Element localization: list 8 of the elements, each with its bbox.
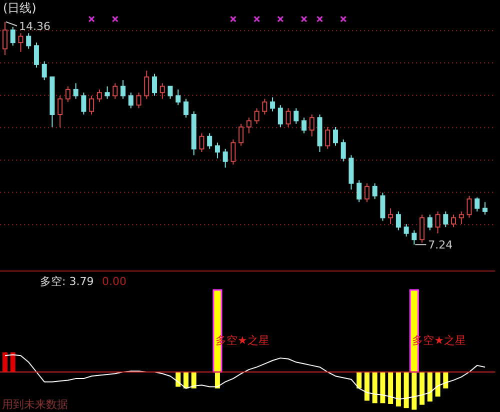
annotation: 多空★之星 — [412, 334, 466, 347]
text: 0.00 — [102, 275, 126, 288]
annotation: 多空★之星 — [215, 334, 270, 347]
annotation: 7.24 — [428, 238, 453, 252]
annotation: 14.36 — [19, 20, 50, 33]
text: 多空: 3.79 — [40, 275, 94, 288]
chart-title: (日线) — [3, 1, 36, 15]
annotation: 用到未来数据 — [2, 398, 68, 411]
